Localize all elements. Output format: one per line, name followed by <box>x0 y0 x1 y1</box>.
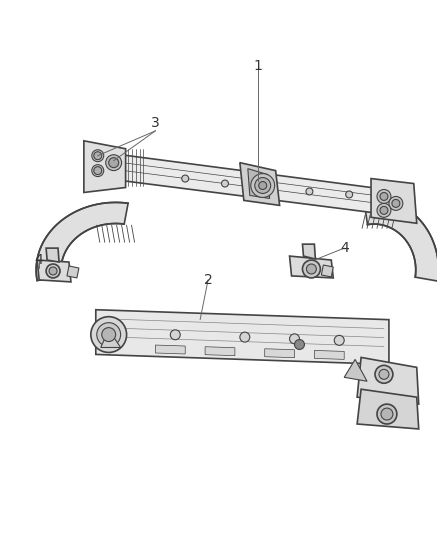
Circle shape <box>334 335 344 345</box>
Circle shape <box>255 177 271 193</box>
Polygon shape <box>344 359 367 381</box>
Circle shape <box>375 365 393 383</box>
Circle shape <box>92 150 104 161</box>
Polygon shape <box>46 248 59 262</box>
Polygon shape <box>265 349 294 358</box>
Polygon shape <box>321 265 333 277</box>
Text: 3: 3 <box>151 116 160 130</box>
Circle shape <box>290 334 300 344</box>
Circle shape <box>307 264 316 274</box>
Polygon shape <box>36 203 128 280</box>
Circle shape <box>261 184 268 191</box>
Circle shape <box>380 192 388 200</box>
Polygon shape <box>96 310 389 365</box>
Polygon shape <box>364 199 438 281</box>
Circle shape <box>389 197 403 211</box>
Circle shape <box>94 152 102 160</box>
Circle shape <box>379 369 389 379</box>
Circle shape <box>222 180 229 187</box>
Circle shape <box>306 188 313 195</box>
Circle shape <box>102 328 116 342</box>
Polygon shape <box>357 358 419 404</box>
Polygon shape <box>155 345 185 354</box>
Polygon shape <box>290 256 333 278</box>
Circle shape <box>240 332 250 342</box>
Circle shape <box>392 199 400 207</box>
Text: 1: 1 <box>253 59 262 73</box>
Circle shape <box>381 408 393 420</box>
Circle shape <box>109 158 119 168</box>
Circle shape <box>294 340 304 350</box>
Polygon shape <box>248 168 270 198</box>
Circle shape <box>106 155 122 171</box>
Text: 4: 4 <box>35 253 43 267</box>
Polygon shape <box>303 244 315 259</box>
Circle shape <box>377 404 397 424</box>
Polygon shape <box>314 350 344 359</box>
Text: 2: 2 <box>204 273 212 287</box>
Polygon shape <box>240 163 279 205</box>
Polygon shape <box>37 260 71 282</box>
Circle shape <box>97 322 120 346</box>
Polygon shape <box>84 141 126 192</box>
Circle shape <box>49 267 57 275</box>
Circle shape <box>46 264 60 278</box>
Circle shape <box>303 260 320 278</box>
Circle shape <box>170 330 180 340</box>
Circle shape <box>377 190 391 204</box>
Circle shape <box>94 167 102 175</box>
Circle shape <box>346 191 353 198</box>
Text: 4: 4 <box>340 241 349 255</box>
Circle shape <box>182 175 189 182</box>
Polygon shape <box>67 266 79 278</box>
Circle shape <box>380 206 388 214</box>
Polygon shape <box>106 153 394 215</box>
Circle shape <box>259 182 267 190</box>
Polygon shape <box>101 329 120 348</box>
Circle shape <box>91 317 127 352</box>
Polygon shape <box>357 389 419 429</box>
Circle shape <box>92 165 104 176</box>
Polygon shape <box>371 179 417 223</box>
Circle shape <box>251 174 275 197</box>
Circle shape <box>377 204 391 217</box>
Polygon shape <box>205 347 235 356</box>
